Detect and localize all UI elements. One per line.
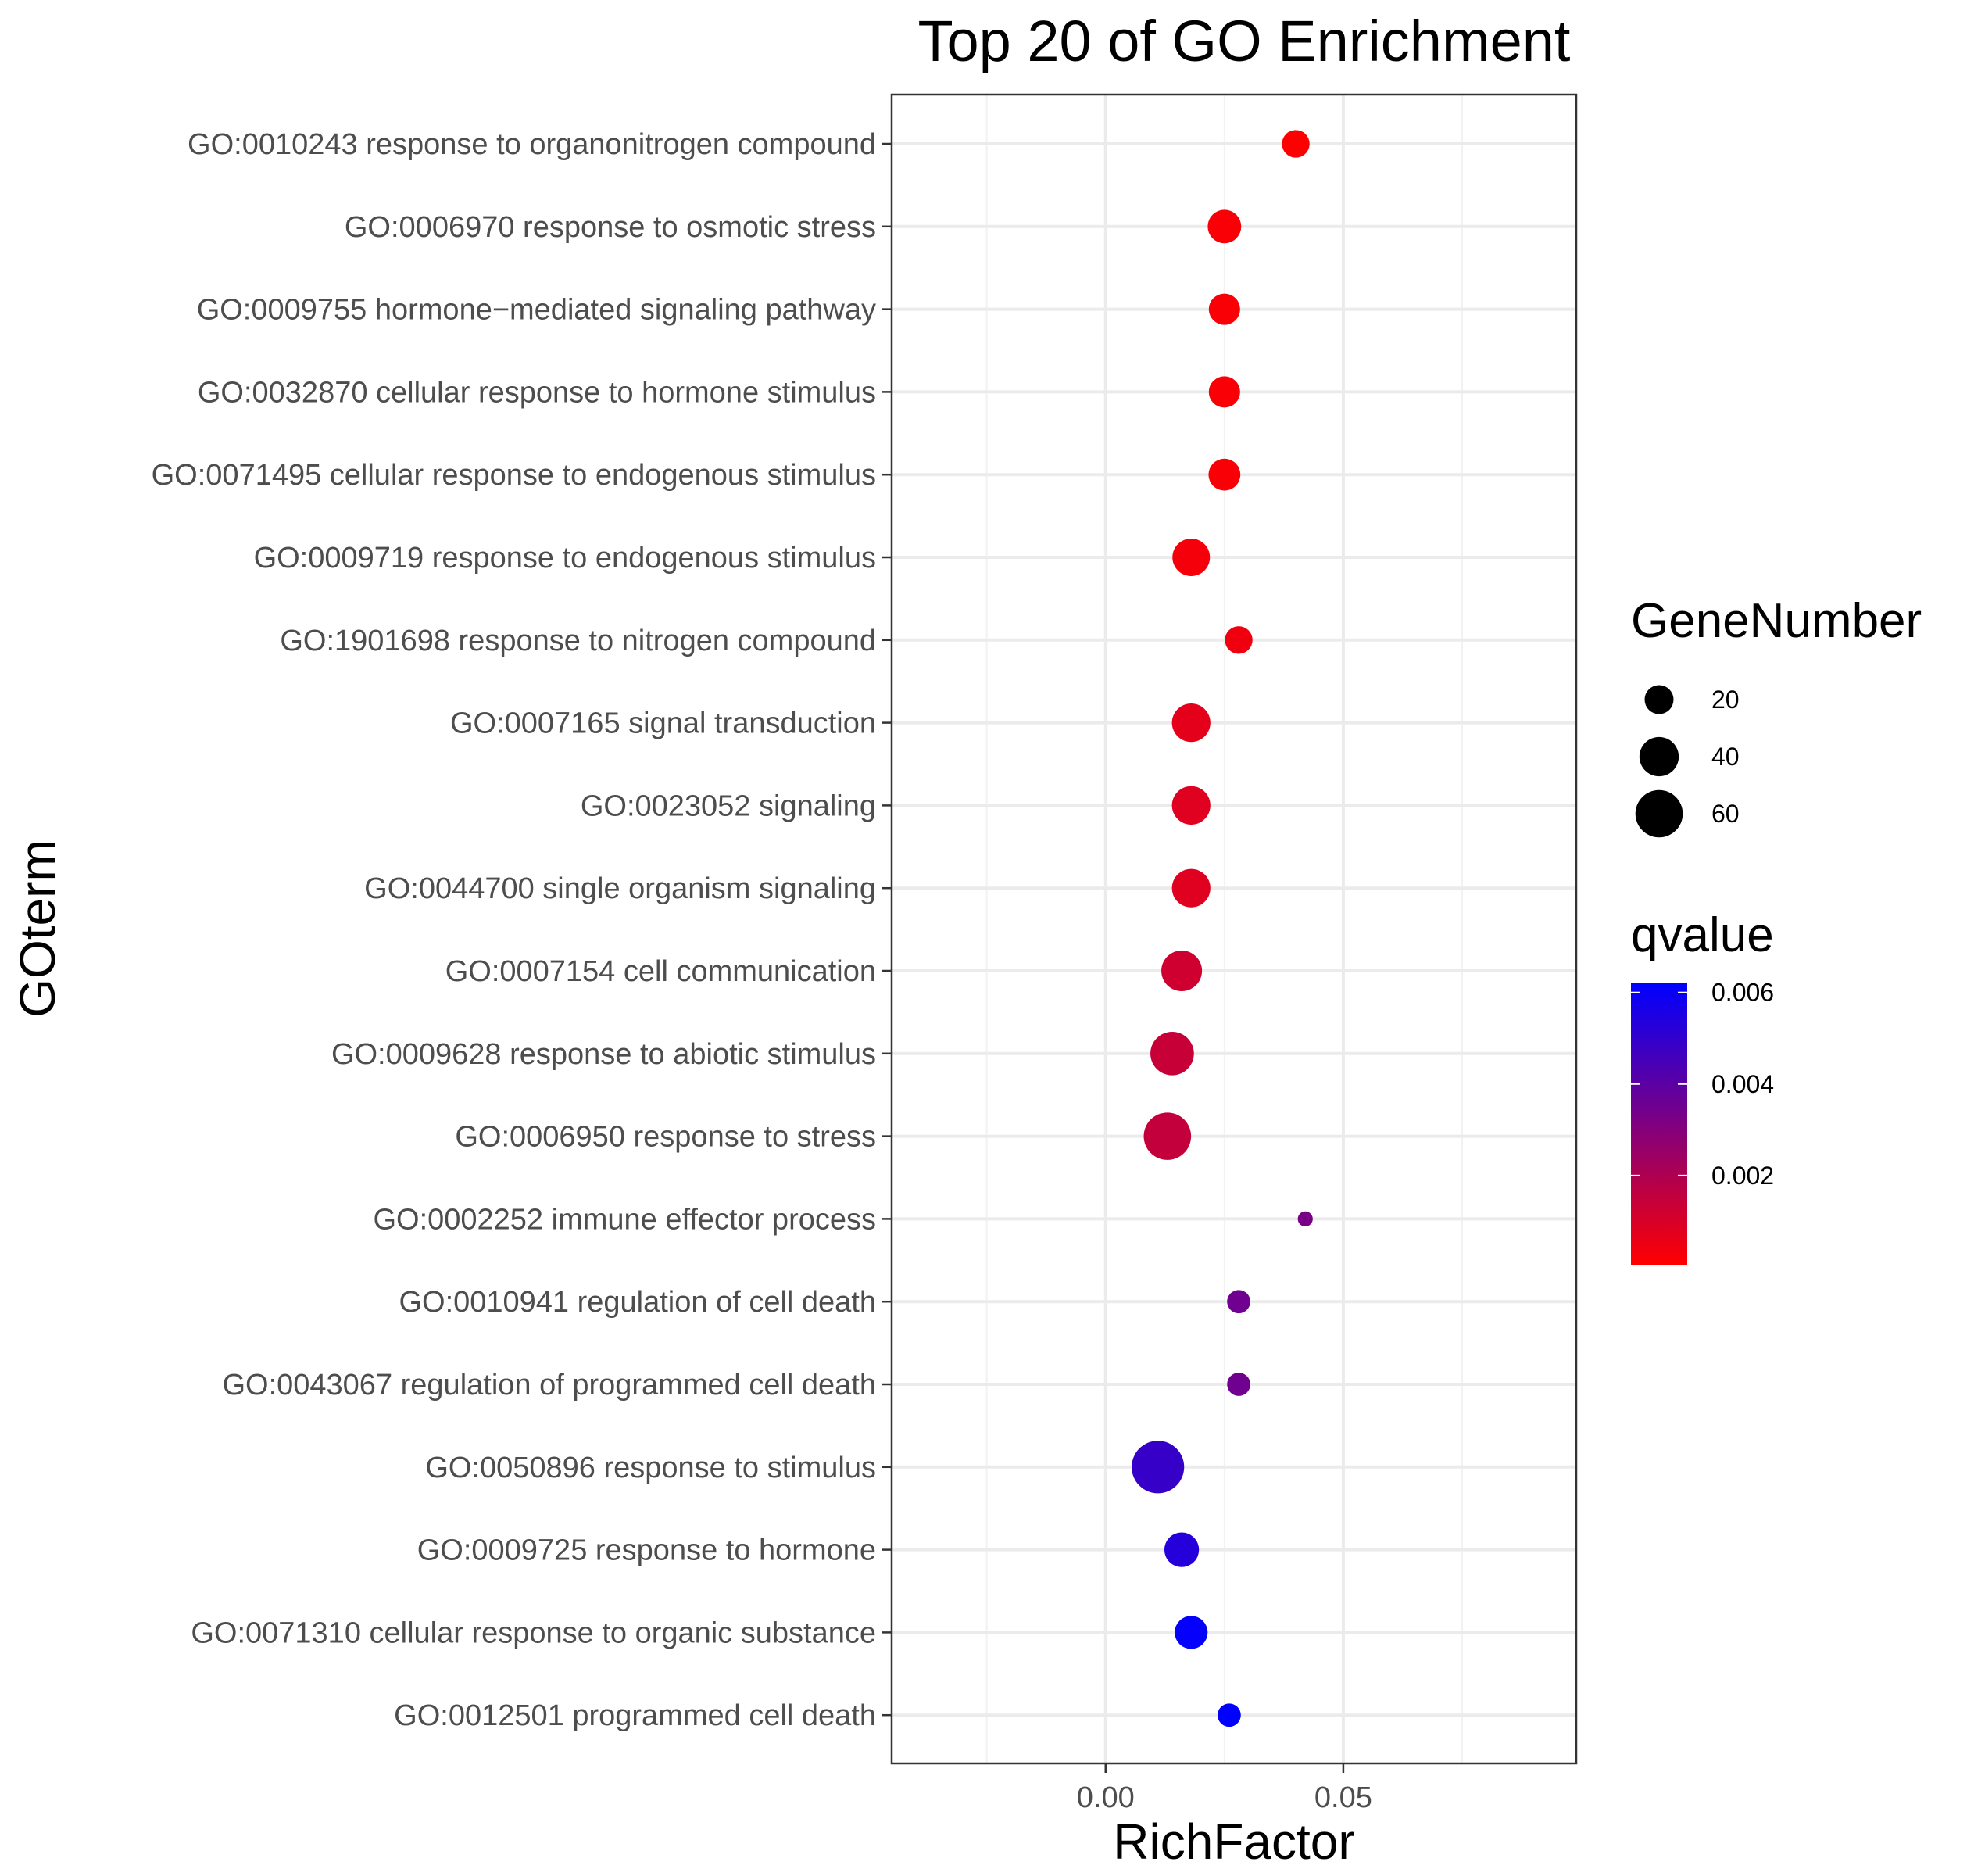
data-point bbox=[1171, 786, 1211, 825]
color-legend-ticks: 0.002 0.004 0.006 bbox=[1631, 979, 1774, 1190]
y-tick-label: GO:0006950 response to stress bbox=[455, 1121, 876, 1154]
size-legend-key bbox=[1639, 736, 1679, 777]
size-legend-label: 20 bbox=[1711, 686, 1740, 714]
data-point bbox=[1208, 458, 1241, 491]
y-tick-label: GO:0010941 regulation of cell death bbox=[399, 1286, 876, 1319]
data-point bbox=[1171, 704, 1211, 743]
data-point bbox=[1132, 1441, 1185, 1494]
size-legend-key bbox=[1644, 685, 1674, 714]
data-point bbox=[1208, 376, 1240, 408]
data-point bbox=[1175, 1616, 1208, 1649]
data-point bbox=[1207, 209, 1242, 244]
data-point bbox=[1208, 293, 1240, 325]
y-tick-label: GO:0012501 programmed cell death bbox=[394, 1699, 876, 1732]
y-tick-label: GO:0050896 response to stimulus bbox=[425, 1452, 876, 1484]
x-tick-label: 0.05 bbox=[1314, 1781, 1372, 1814]
color-legend-title: qvalue bbox=[1631, 908, 1774, 962]
y-tick-label: GO:0002252 immune effector process bbox=[373, 1203, 876, 1236]
data-point bbox=[1150, 1031, 1194, 1076]
size-legend-title: GeneNumber bbox=[1631, 594, 1922, 648]
data-point bbox=[1164, 1532, 1200, 1567]
y-tick-label: GO:0009719 response to endogenous stimul… bbox=[254, 542, 876, 575]
size-legend: 20 40 60 bbox=[1635, 685, 1740, 838]
color-legend-label: 0.004 bbox=[1711, 1070, 1774, 1098]
y-tick-label: GO:0023052 signaling bbox=[581, 789, 876, 822]
y-tick-label: GO:0009725 response to hormone bbox=[417, 1534, 876, 1567]
size-legend-label: 60 bbox=[1711, 800, 1740, 828]
data-point bbox=[1297, 1211, 1313, 1226]
data-point bbox=[1161, 950, 1203, 992]
y-tick-label: GO:0071495 cellular response to endogeno… bbox=[152, 459, 876, 492]
y-tick-label: GO:0043067 regulation of programmed cell… bbox=[222, 1369, 876, 1402]
data-point bbox=[1218, 1703, 1241, 1727]
data-point bbox=[1225, 626, 1253, 654]
y-tick-label: GO:0009628 response to abiotic stimulus bbox=[331, 1038, 876, 1071]
y-tick-label: GO:0007165 signal transduction bbox=[450, 707, 876, 740]
data-points bbox=[1132, 130, 1313, 1727]
y-tick-label: GO:0009755 hormone−mediated signaling pa… bbox=[197, 294, 876, 327]
data-point bbox=[1172, 539, 1211, 576]
y-tick-label: GO:0032870 cellular response to hormone … bbox=[198, 376, 876, 409]
y-tick-label: GO:0044700 single organism signaling bbox=[364, 872, 876, 905]
chart-title: Top 20 of GO Enrichment bbox=[918, 9, 1571, 73]
y-tick-label: GO:0071310 cellular response to organic … bbox=[191, 1616, 876, 1649]
color-legend-bar bbox=[1631, 983, 1687, 1265]
x-axis-title: RichFactor bbox=[1113, 1813, 1354, 1870]
data-point bbox=[1282, 130, 1310, 158]
plot-panel-border bbox=[890, 93, 1578, 1765]
x-tick-label: 0.00 bbox=[1077, 1781, 1135, 1814]
x-axis: 0.00 0.05 bbox=[1077, 1763, 1372, 1814]
data-point bbox=[1143, 1112, 1192, 1160]
color-legend-label: 0.006 bbox=[1711, 979, 1774, 1007]
y-axis-title: GOterm bbox=[9, 840, 66, 1018]
size-legend-key bbox=[1635, 789, 1683, 838]
y-tick-label: GO:1901698 response to nitrogen compound bbox=[280, 625, 876, 657]
size-legend-label: 40 bbox=[1711, 743, 1740, 771]
y-tick-label: GO:0006970 response to osmotic stress bbox=[345, 211, 876, 244]
y-axis: GO:0010243 response to organonitrogen co… bbox=[152, 128, 892, 1732]
data-point bbox=[1171, 868, 1211, 908]
color-legend-label: 0.002 bbox=[1711, 1162, 1774, 1190]
data-point bbox=[1227, 1290, 1250, 1314]
y-tick-label: GO:0007154 cell communication bbox=[445, 955, 876, 988]
data-point bbox=[1227, 1373, 1250, 1396]
y-tick-label: GO:0010243 response to organonitrogen co… bbox=[188, 128, 876, 161]
